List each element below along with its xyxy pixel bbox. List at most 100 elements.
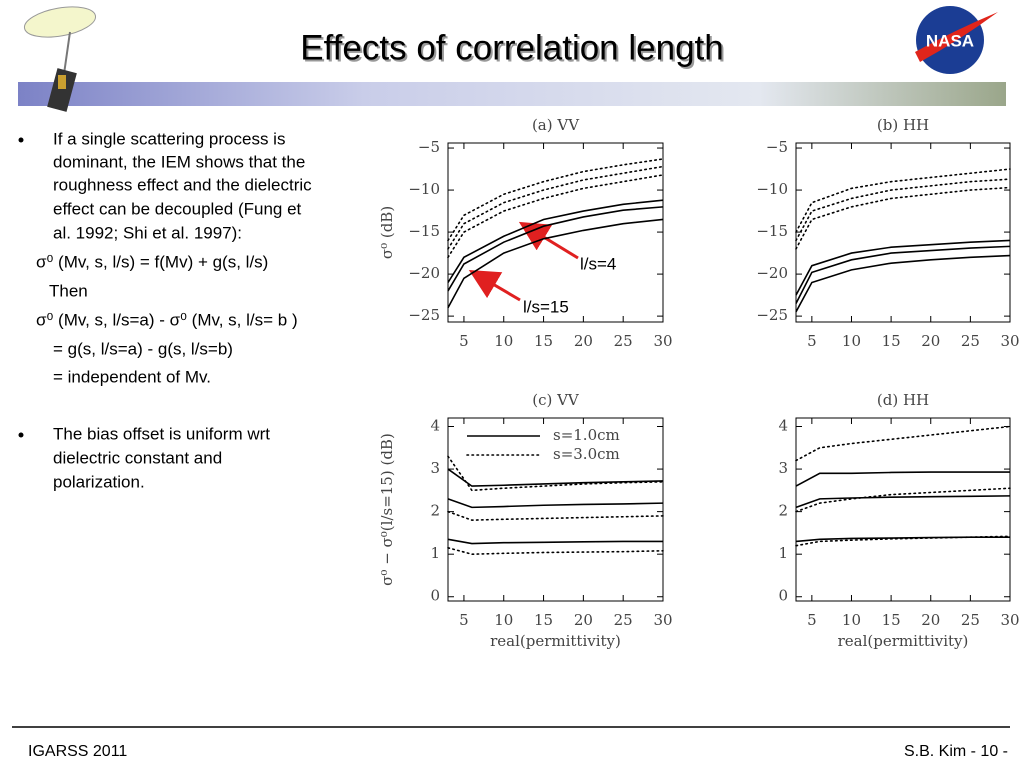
bullet — [18, 432, 24, 438]
plot-frame — [447, 417, 664, 602]
x-axis-label: real(permittivity) — [838, 632, 969, 650]
footer-left: IGARSS 2011 — [28, 743, 127, 760]
x-tick-label: 15 — [882, 611, 901, 629]
series-line — [795, 471, 1010, 487]
bullet-text: If a single scattering process is — [53, 129, 285, 148]
bullet-text: roughness effect and the dielectric — [53, 175, 312, 194]
y-tick-label: −20 — [408, 264, 440, 282]
bullet-text: dominant, the IEM shows that the — [53, 152, 305, 171]
legend-label: s=1.0cm — [553, 426, 620, 444]
x-tick-label: 10 — [494, 611, 513, 629]
annotation: l/s=4 — [580, 254, 616, 273]
bullet-text: effect can be decoupled (Fung et — [53, 199, 302, 218]
x-tick-label: 15 — [534, 611, 553, 629]
x-tick-label: 10 — [842, 611, 861, 629]
y-tick-label: 0 — [430, 587, 440, 605]
series-line — [447, 206, 664, 292]
series-line — [447, 165, 664, 250]
x-tick-label: 30 — [1000, 611, 1019, 629]
series-line — [795, 425, 1011, 462]
x-tick-label: 20 — [574, 611, 593, 629]
x-tick-label: 10 — [494, 332, 513, 350]
y-tick-label: 4 — [778, 417, 788, 435]
plot-frame — [795, 417, 1011, 602]
y-tick-label: −10 — [756, 180, 788, 198]
series-line — [447, 468, 664, 487]
equation-text: σ⁰ (Mv, s, l/s) = f(Mv) + g(s, l/s) — [36, 252, 268, 271]
x-tick-label: 20 — [574, 332, 593, 350]
series-line — [795, 178, 1011, 242]
y-axis-label: σ⁰ − σ⁰(l/s=15) (dB) — [378, 433, 396, 586]
bullet — [18, 137, 24, 143]
series-line — [795, 245, 1011, 304]
series-line — [795, 536, 1010, 543]
y-tick-label: −15 — [756, 222, 788, 240]
x-tick-label: 30 — [1000, 332, 1019, 350]
x-tick-label: 20 — [921, 332, 940, 350]
x-tick-label: 15 — [882, 332, 901, 350]
y-tick-label: 1 — [430, 544, 440, 562]
series-line — [447, 547, 664, 555]
y-tick-label: −20 — [756, 264, 788, 282]
x-tick-label: 5 — [459, 611, 469, 629]
series-line — [795, 186, 1011, 250]
chart: (a) VV σ⁰ (dB) 5 10 15 20 25 30 −5 −10 −15 −20 −25 l/… — [378, 116, 673, 350]
x-tick-label: 25 — [961, 611, 980, 629]
slide-title: Effects of correlation length — [300, 28, 724, 67]
logo-text: NASA — [926, 31, 974, 50]
y-tick-label: 1 — [778, 544, 788, 562]
y-tick-label: 3 — [430, 459, 440, 477]
y-tick-label: −5 — [418, 138, 440, 156]
series-line — [447, 498, 664, 509]
y-tick-label: −5 — [766, 138, 788, 156]
y-tick-label: 4 — [430, 417, 440, 435]
footer-right: S.B. Kim - 10 - — [904, 743, 1008, 760]
chart: (b) HH 5 10 15 20 25 30 −5 −10 −15 −20 −25 — [756, 116, 1019, 350]
y-tick-label: 3 — [778, 459, 788, 477]
equation-text: = independent of Mv. — [53, 367, 211, 386]
x-tick-label: 30 — [653, 332, 672, 350]
series-line — [447, 455, 664, 492]
y-tick-label: 2 — [778, 502, 788, 520]
header-bar — [18, 82, 1006, 106]
bullet-text: al. 1992; Shi et al. 1997): — [53, 223, 242, 242]
chart: (c) VV σ⁰ − σ⁰(l/s=15) (dB) real(permittiv… — [378, 391, 673, 650]
y-tick-label: −15 — [408, 222, 440, 240]
x-tick-label: 20 — [921, 611, 940, 629]
chart-title: (d) HH — [877, 391, 929, 409]
annotation: l/s=15 — [523, 297, 569, 316]
equation-text: Then — [49, 281, 88, 300]
plot-frame — [447, 142, 664, 323]
series-line — [447, 538, 663, 545]
series-line — [447, 510, 664, 521]
nasa-logo: NASA — [915, 6, 998, 74]
chart: (d) HH real(permittivity) 5 10 15 20 25 30 0 1 2 3 4 — [778, 391, 1019, 650]
chart-title: (b) HH — [877, 116, 929, 134]
x-tick-label: 5 — [807, 611, 817, 629]
series-line — [795, 495, 1011, 509]
y-tick-label: 2 — [430, 502, 440, 520]
x-tick-label: 25 — [614, 332, 633, 350]
satellite-icon — [23, 6, 97, 112]
chart-title: (a) VV — [532, 116, 580, 134]
x-tick-label: 25 — [614, 611, 633, 629]
x-tick-label: 30 — [653, 611, 672, 629]
x-tick-label: 15 — [534, 332, 553, 350]
series-line — [795, 239, 1011, 296]
legend-label: s=3.0cm — [553, 445, 620, 463]
y-axis-label: σ⁰ (dB) — [378, 206, 396, 259]
series-line — [795, 254, 1011, 313]
y-tick-label: 0 — [778, 587, 788, 605]
x-tick-label: 5 — [807, 332, 817, 350]
y-tick-label: −25 — [408, 306, 440, 324]
x-axis-label: real(permittivity) — [490, 632, 621, 650]
x-tick-label: 25 — [961, 332, 980, 350]
chart-title: (c) VV — [532, 391, 580, 409]
bullet-text: dielectric constant and — [53, 448, 222, 467]
title-shadow: Effects of correlation length — [302, 30, 726, 69]
equation-text: = g(s, l/s=a) - g(s, l/s=b) — [53, 339, 233, 358]
series-line — [447, 174, 664, 259]
series-line — [447, 158, 664, 242]
x-tick-label: 5 — [459, 332, 469, 350]
